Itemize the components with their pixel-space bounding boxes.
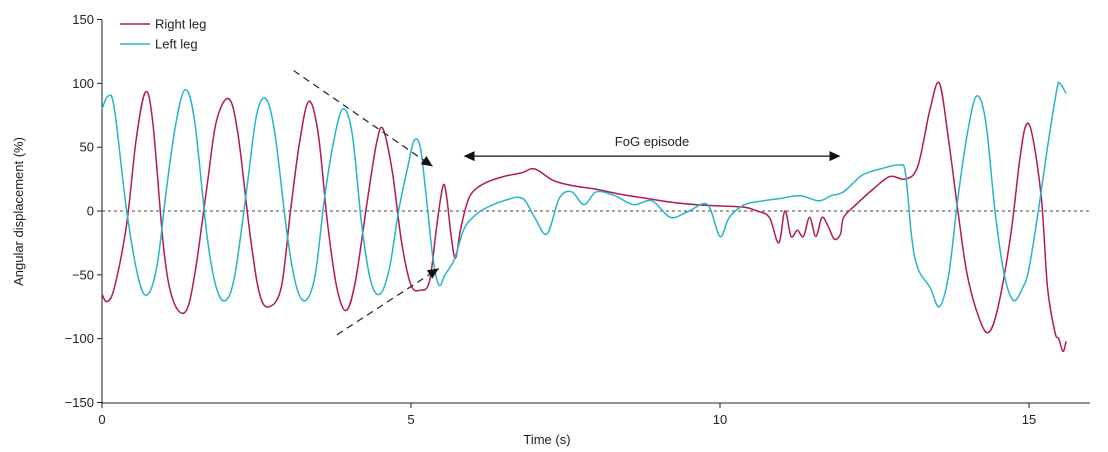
x-tick-label: 0 bbox=[98, 412, 105, 427]
series-line-left-leg bbox=[101, 81, 1067, 308]
series-group bbox=[101, 81, 1067, 353]
y-tick-label: −100 bbox=[65, 331, 94, 346]
y-tick-label: −150 bbox=[65, 395, 94, 410]
fog-arrow-head-left bbox=[463, 151, 475, 162]
y-tick-label: 150 bbox=[72, 12, 94, 27]
fog-episode-label: FoG episode bbox=[615, 134, 689, 149]
amplitude-decay-dashed-line bbox=[336, 267, 440, 336]
series-line-right-leg bbox=[101, 81, 1067, 353]
amplitude-arrow-head bbox=[426, 268, 439, 279]
y-axis-label: Angular displacement (%) bbox=[11, 137, 26, 286]
x-tick-label: 10 bbox=[713, 412, 727, 427]
legend-label: Left leg bbox=[155, 37, 198, 52]
amplitude-decay-dashed-line bbox=[293, 70, 433, 167]
y-tick-label: −50 bbox=[72, 267, 94, 282]
x-tick-label: 15 bbox=[1022, 412, 1036, 427]
legend-label: Right leg bbox=[155, 17, 206, 32]
amplitude-arrow-head bbox=[420, 155, 433, 167]
y-tick-label: 50 bbox=[80, 140, 94, 155]
x-axis-label: Time (s) bbox=[523, 432, 570, 447]
axes: 150 100 50 0 −50 −100 −150 0 5 10 15 bbox=[65, 12, 1090, 427]
x-tick-label: 5 bbox=[407, 412, 414, 427]
annotations: FoG episode bbox=[293, 70, 841, 336]
y-tick-label: 100 bbox=[72, 76, 94, 91]
legend: Right leg Left leg bbox=[120, 17, 206, 52]
y-tick-label: 0 bbox=[87, 204, 94, 219]
fog-arrow-head-right bbox=[829, 151, 841, 162]
